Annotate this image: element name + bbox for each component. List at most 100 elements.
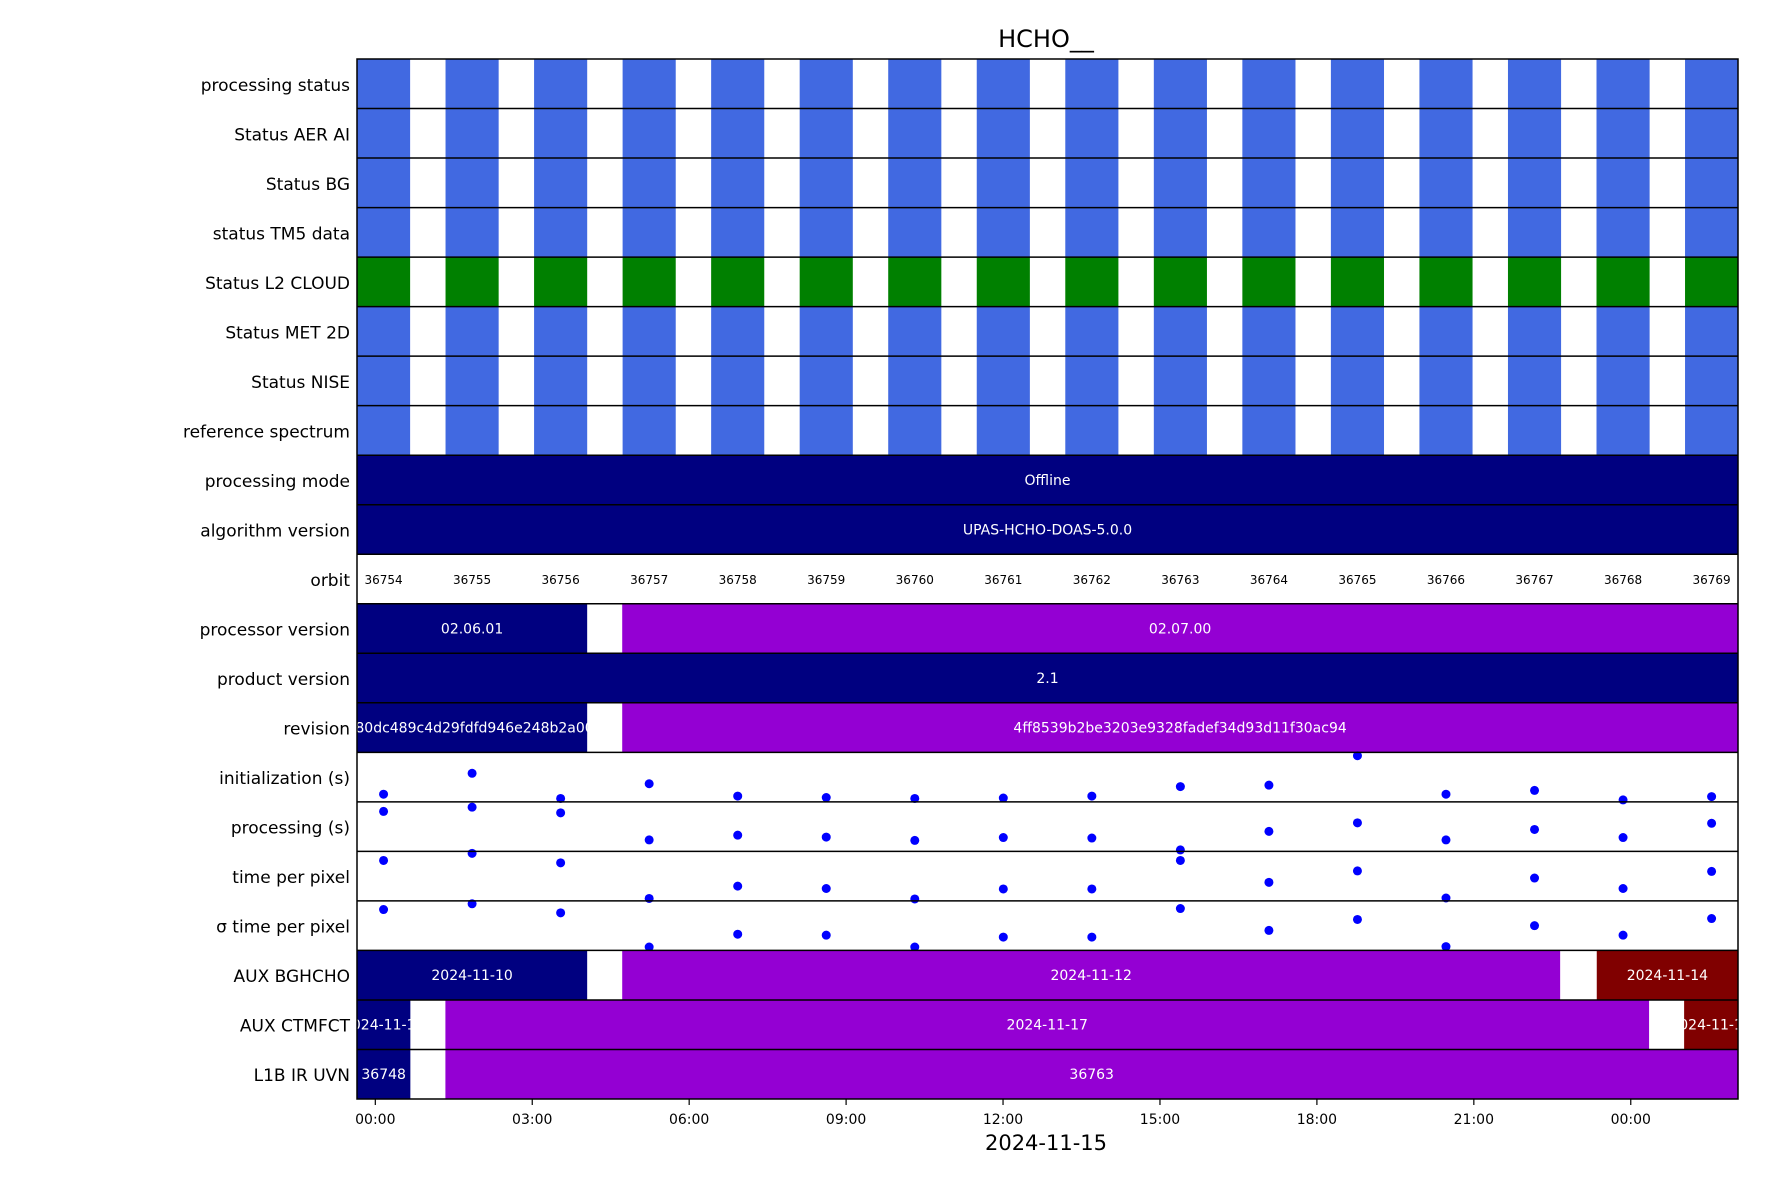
row-label: revision xyxy=(283,720,350,740)
orbit-label: 36754 xyxy=(364,573,402,587)
x-tick-label: 18:00 xyxy=(1297,1112,1337,1128)
data-point xyxy=(556,908,566,918)
orbit-label: 36757 xyxy=(630,573,668,587)
status-bar xyxy=(1065,59,1119,109)
status-bar xyxy=(1596,207,1650,258)
data-point xyxy=(998,833,1008,843)
status-bar xyxy=(534,108,588,159)
status-bar xyxy=(622,108,676,159)
segment-label: 4ff8539b2be3203e9328fadef34d93d11f30ac94 xyxy=(1013,721,1346,737)
status-bar xyxy=(1507,306,1562,357)
status-bar xyxy=(1242,306,1296,357)
row-label: product version xyxy=(217,670,350,690)
segment-bar xyxy=(445,999,1650,1050)
status-bar xyxy=(445,59,499,109)
status-bar xyxy=(976,257,1030,307)
data-point xyxy=(379,905,389,915)
status-bar xyxy=(445,257,499,307)
status-bar xyxy=(888,306,942,357)
segment-label: b4f80dc489c4d29fdfd946e248b2a0036 xyxy=(333,721,612,737)
status-bar xyxy=(799,158,853,208)
status-bar xyxy=(445,405,499,456)
status-bar xyxy=(799,108,853,159)
status-bar xyxy=(357,405,411,456)
orbit-label: 36758 xyxy=(719,573,757,587)
x-tick-label: 12:00 xyxy=(983,1112,1023,1128)
status-bar xyxy=(1242,59,1296,109)
status-bar xyxy=(1507,207,1562,258)
data-point xyxy=(1264,877,1274,887)
status-bar xyxy=(1065,108,1119,159)
data-point xyxy=(998,932,1008,942)
orbit-label: 36762 xyxy=(1073,573,1111,587)
data-point xyxy=(1352,866,1362,876)
x-tick-label: 00:00 xyxy=(355,1112,395,1128)
data-point xyxy=(644,779,654,789)
status-bar xyxy=(1419,257,1473,307)
data-point xyxy=(1087,884,1097,894)
segment-label: 2024-11-10 xyxy=(431,968,512,984)
segment-label: 2024-11-17 xyxy=(1007,1018,1088,1034)
orbit-label: 36766 xyxy=(1427,573,1465,587)
x-tick-label: 15:00 xyxy=(1140,1112,1180,1128)
data-point xyxy=(467,848,477,858)
status-bar xyxy=(1685,207,1738,258)
row-label: σ time per pixel xyxy=(216,918,350,938)
data-point xyxy=(910,942,920,952)
status-bar xyxy=(1242,257,1296,307)
status-bar xyxy=(888,356,942,406)
status-bar xyxy=(1330,356,1385,406)
status-bar xyxy=(1596,257,1650,307)
status-bar xyxy=(534,158,588,208)
status-bar xyxy=(1330,405,1385,456)
status-bar xyxy=(357,257,411,307)
status-bar xyxy=(1153,207,1207,258)
status-bar xyxy=(534,59,588,109)
data-point xyxy=(1707,818,1717,828)
x-axis-label: 2024-11-15 xyxy=(985,1131,1107,1155)
data-point xyxy=(1707,792,1717,802)
status-bar xyxy=(799,405,853,456)
status-bar xyxy=(976,108,1030,159)
data-point xyxy=(556,858,566,868)
orbit-label: 36767 xyxy=(1515,573,1553,587)
x-tick-label: 00:00 xyxy=(1611,1112,1651,1128)
status-bar xyxy=(622,207,676,258)
status-bar xyxy=(976,59,1030,109)
x-axis: 00:00 03:00 06:00 09:00 12:00 15:00 18:00 21:00… xyxy=(355,1099,1651,1128)
status-bar xyxy=(1242,405,1296,456)
data-point xyxy=(467,802,477,812)
row-label: Status MET 2D xyxy=(225,323,350,343)
data-point xyxy=(1352,818,1362,828)
status-bar xyxy=(622,59,676,109)
status-bar xyxy=(799,59,853,109)
status-bar xyxy=(976,207,1030,258)
segment-label: 36748 xyxy=(361,1067,406,1083)
status-bar xyxy=(1153,158,1207,208)
row-label: processing mode xyxy=(205,472,350,492)
status-bar xyxy=(888,59,942,109)
status-bar xyxy=(711,356,765,406)
status-bar xyxy=(711,405,765,456)
data-point xyxy=(1618,930,1628,940)
data-point xyxy=(1175,904,1185,914)
segment-label: 2024-11-16 xyxy=(343,1018,424,1034)
data-point xyxy=(1087,791,1097,801)
status-bar xyxy=(357,356,411,406)
status-bar xyxy=(976,306,1030,357)
status-bar xyxy=(1065,306,1119,357)
orbit-label: 36768 xyxy=(1604,573,1642,587)
data-point xyxy=(1087,932,1097,942)
status-bar xyxy=(445,108,499,159)
segment-bar xyxy=(357,504,1738,555)
data-point xyxy=(1618,795,1628,805)
row-label: processor version xyxy=(200,621,350,641)
status-bar xyxy=(1685,108,1738,159)
segment-label: UPAS-HCHO-DOAS-5.0.0 xyxy=(963,522,1132,538)
data-point xyxy=(1175,782,1185,792)
status-bar xyxy=(1596,59,1650,109)
status-bar xyxy=(1507,405,1562,456)
status-bar xyxy=(1153,306,1207,357)
status-bar xyxy=(888,158,942,208)
